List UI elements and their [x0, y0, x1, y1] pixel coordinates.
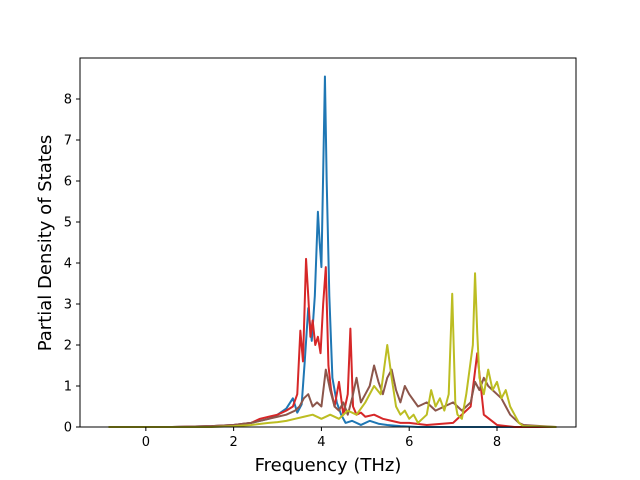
y-tick-label-0: 0: [64, 421, 72, 436]
y-tick-label-8: 8: [64, 93, 72, 108]
x-tick-label-2: 4: [317, 435, 325, 450]
y-tick-label-7: 7: [64, 134, 72, 149]
series-line-3: [108, 364, 557, 428]
y-tick-label-5: 5: [64, 216, 72, 231]
x-tick-label-3: 6: [405, 435, 413, 450]
x-tick-label-0: 0: [142, 435, 150, 450]
x-axis-label: Frequency (THz): [255, 455, 402, 476]
y-axis: 0 1 2 3 4 5 6 7 8: [64, 93, 80, 436]
y-tick-label-6: 6: [64, 175, 72, 190]
plot-frame: [79, 57, 577, 428]
x-tick-label-4: 8: [493, 435, 501, 450]
y-tick-label-3: 3: [64, 298, 72, 313]
y-tick-label-4: 4: [64, 257, 72, 272]
x-axis: 0 2 4 6 8: [142, 427, 501, 450]
series-line-2: [108, 257, 557, 428]
series-line-4: [108, 272, 557, 428]
y-tick-label-2: 2: [64, 339, 72, 354]
y-axis-label: Partial Density of States: [35, 135, 56, 352]
y-tick-label-1: 1: [64, 380, 72, 395]
x-tick-label-1: 2: [229, 435, 237, 450]
